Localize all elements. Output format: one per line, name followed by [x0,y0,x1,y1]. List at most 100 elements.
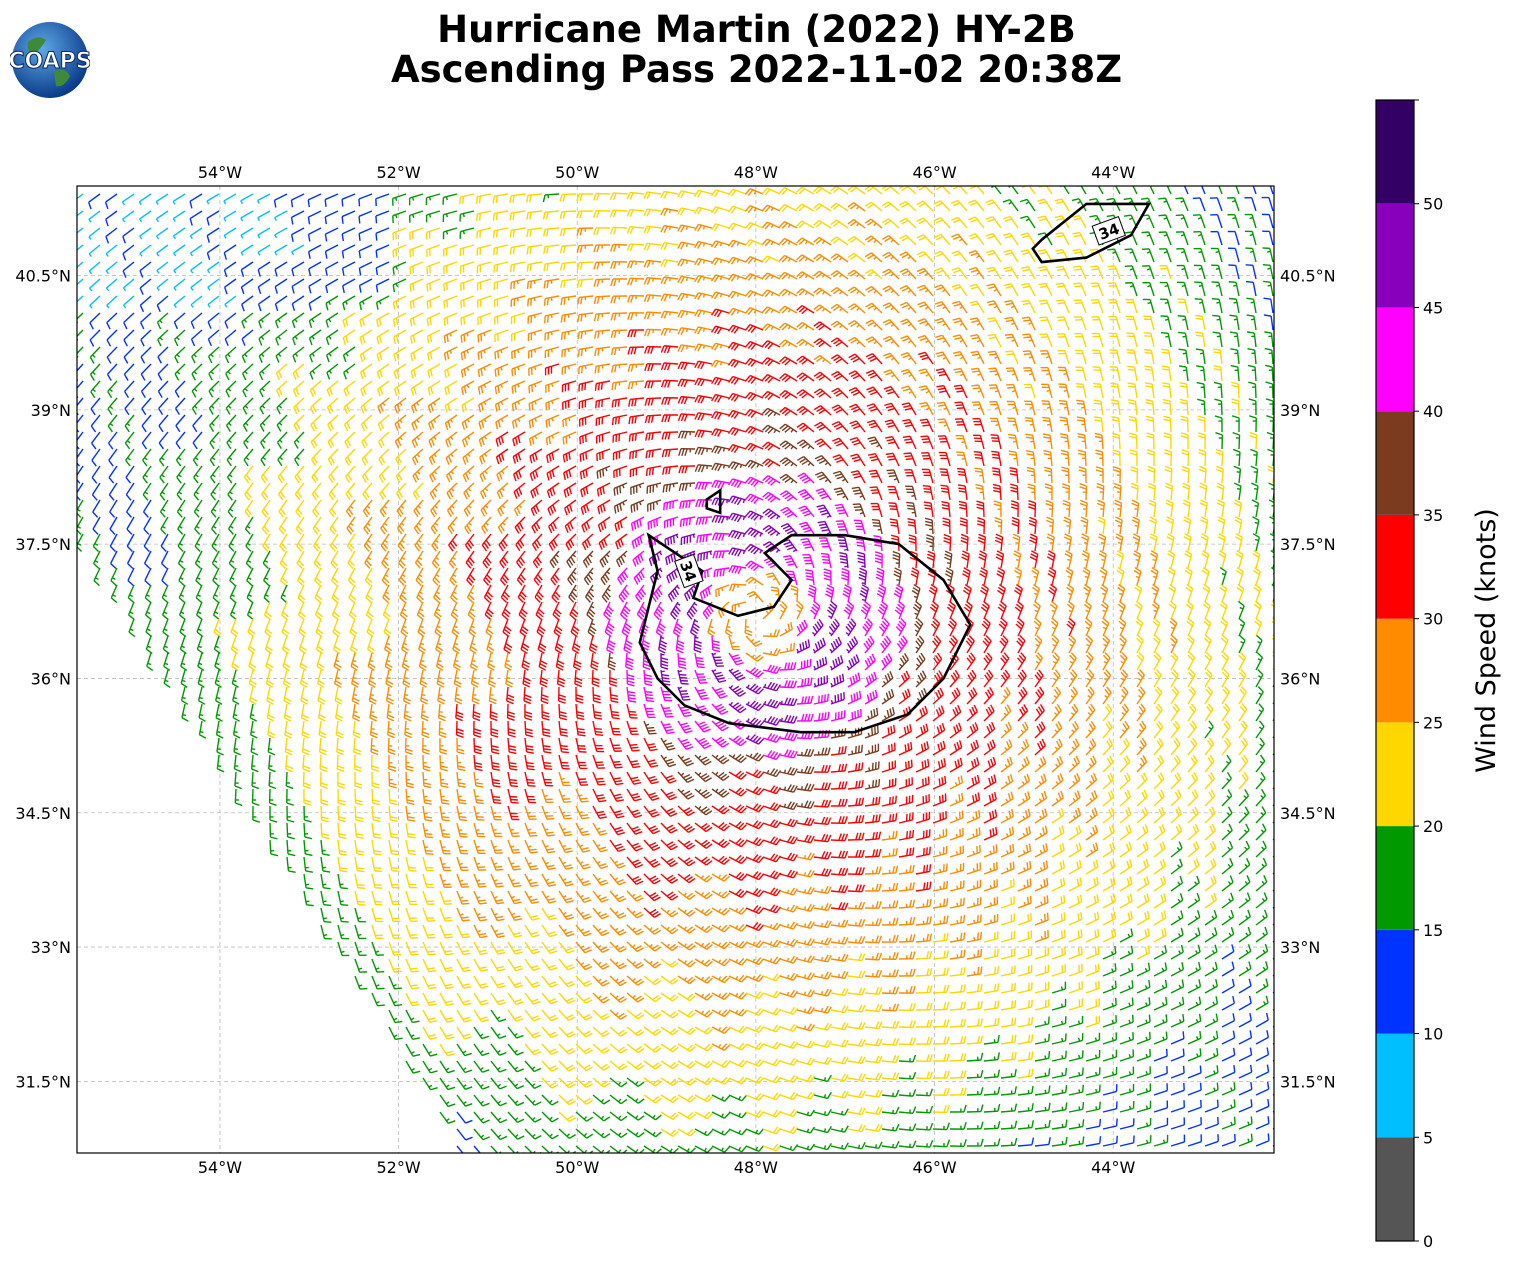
wind-barb [316,602,323,620]
wind-barb [1218,534,1225,551]
wind-barb [931,618,939,636]
wind-barb [1152,584,1159,602]
wind-barb [569,585,577,602]
wind-barb [296,517,304,534]
wind-barb [388,721,395,738]
wind-barb [263,551,270,568]
wind-barb [308,211,321,224]
wind-barb [1249,416,1256,432]
wind-barb [967,705,977,721]
wind-barb [1001,653,1009,670]
wind-barb [1261,181,1273,194]
wind-barb [797,306,814,314]
wind-barb [474,857,486,870]
wind-barb [1137,653,1144,670]
wind-barb [1008,435,1018,449]
wind-barb [1256,652,1262,670]
wind-barb [594,262,610,269]
wind-barb [411,364,423,378]
wind-barb [712,343,729,350]
wind-barb [1092,350,1103,364]
wind-barb [779,222,797,229]
wind-barb [294,398,304,414]
wind-barb [967,880,981,891]
wind-barb [525,789,536,803]
wind-barb [576,976,592,986]
wind-barb [225,313,236,329]
wind-barb [212,551,219,568]
wind-barb [712,653,724,666]
wind-barb [1213,366,1222,381]
wind-barb [626,653,634,670]
wind-barb [576,721,585,736]
wind-barb [406,959,419,972]
wind-barb [1035,722,1045,738]
wind-barb [1101,584,1108,602]
wind-barb [780,491,797,501]
wind-barb [1090,266,1103,279]
wind-barb [412,415,423,430]
wind-barb [423,738,430,754]
wind-barb [1263,281,1273,296]
wind-barb [678,908,695,916]
wind-barb [327,381,338,397]
wind-barb [662,380,678,387]
wind-barb [729,872,747,880]
wind-barb [1001,809,1013,823]
wind-barb [590,636,598,653]
wind-barb [321,840,330,855]
wind-barb [559,840,573,852]
wind-barb [423,772,431,788]
wind-barb [762,273,780,280]
wind-barb [899,795,913,806]
wind-barb [627,840,643,851]
wind-barb [967,897,981,908]
wind-barb [109,483,117,500]
wind-barb [678,721,693,733]
wind-barb [1040,351,1052,364]
wind-barb [644,925,661,934]
wind-barb [229,534,236,551]
wind-barb [1103,635,1110,653]
wind-barb [745,426,763,434]
wind-barb [1001,879,1014,891]
wind-barb [831,288,848,296]
wind-barb [1228,248,1239,262]
wind-barb [729,788,746,796]
wind-barb [416,551,423,568]
wind-barb [848,971,865,978]
wind-barb [497,483,508,499]
wind-barb [429,415,440,430]
wind-barb [1193,198,1205,211]
wind-barb [882,866,897,874]
wind-barb [342,245,355,258]
wind-barb [439,704,446,721]
wind-barb [480,449,491,464]
wind-barb [899,653,908,670]
wind-barb [457,857,469,870]
wind-barb [678,772,694,782]
wind-barb [539,653,547,670]
wind-barb [277,398,287,414]
wind-barb [1108,283,1120,296]
wind-barb [901,369,916,381]
wind-barb [1194,282,1205,296]
wind-barb [894,585,903,602]
wind-barb [142,415,151,432]
wind-barb [664,500,678,510]
wind-barb [882,202,899,211]
wind-barb [1142,249,1154,262]
wind-barb [916,968,932,976]
wind-barb [899,724,911,738]
wind-barb [300,636,307,653]
wind-barb [129,602,135,620]
wind-barb [818,521,831,534]
wind-barb [833,455,848,466]
wind-barb [385,653,392,670]
wind-barb [1001,774,1013,789]
wind-barb [882,219,899,228]
wind-barb [1099,551,1106,568]
wind-barb [958,485,967,500]
wind-barb [627,772,641,784]
wind-barb [355,908,366,922]
